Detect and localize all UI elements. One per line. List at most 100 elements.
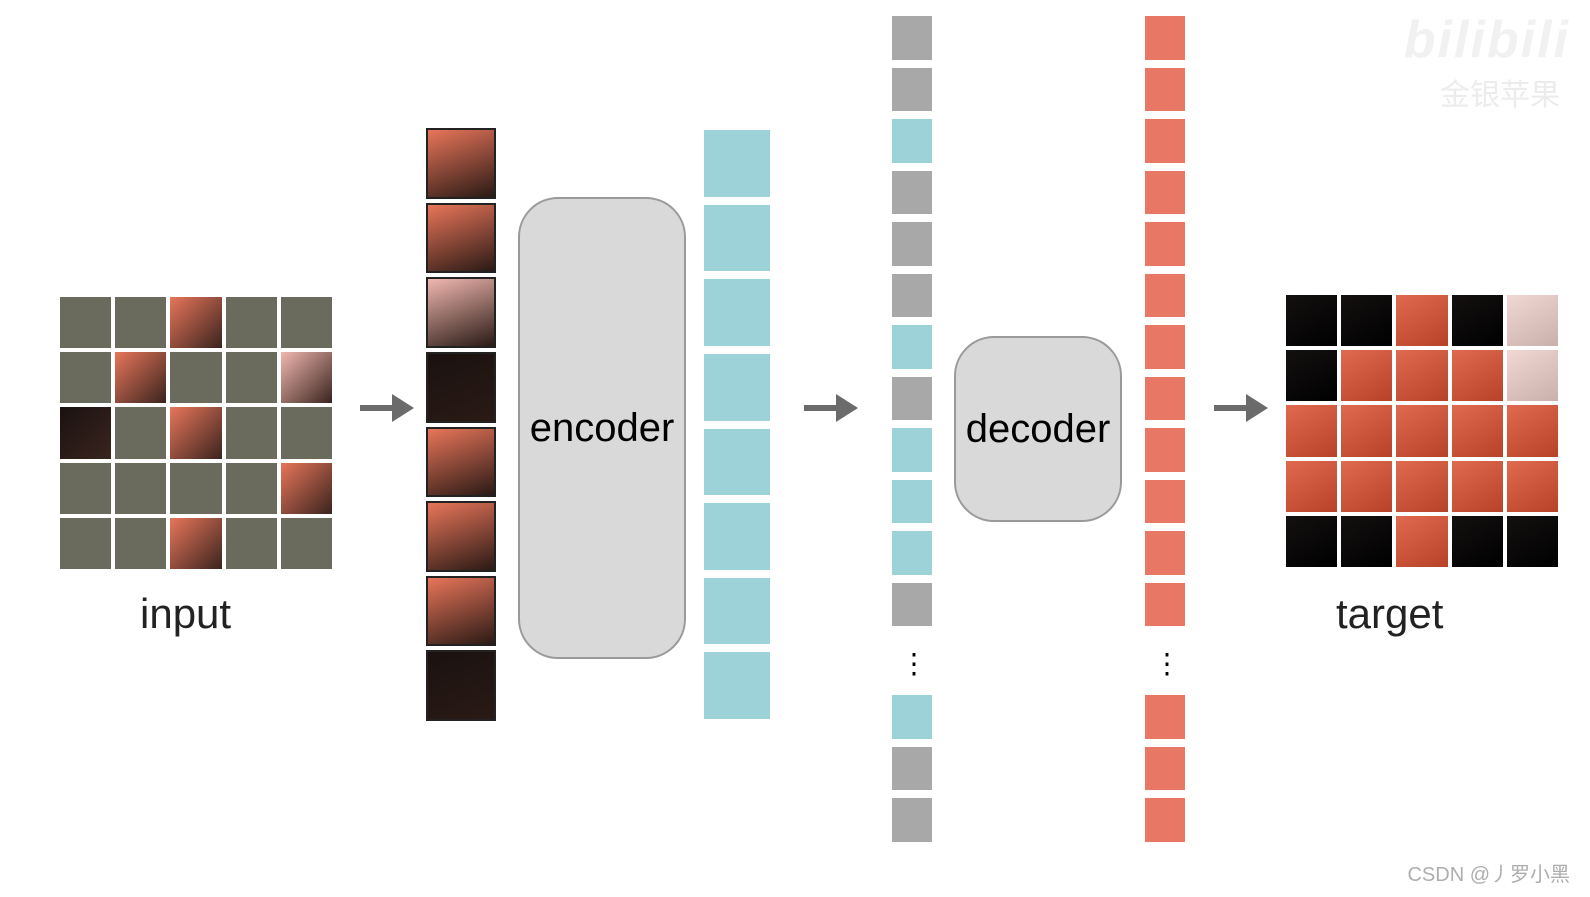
decoder-input-token	[890, 169, 934, 217]
input-patch-grid	[60, 297, 332, 569]
input-tile	[60, 518, 111, 569]
decoder-output-token	[1143, 529, 1187, 577]
encoder-token	[702, 277, 772, 348]
input-tile	[226, 407, 277, 458]
decoder-input-token	[890, 323, 934, 371]
decoder-input-token	[890, 426, 934, 474]
input-tile	[226, 352, 277, 403]
decoder-output-token	[1143, 169, 1187, 217]
target-tile	[1286, 461, 1337, 512]
arrow-icon	[800, 388, 860, 428]
patch-token	[426, 427, 496, 498]
target-tile	[1452, 405, 1503, 456]
decoder-output-token	[1143, 745, 1187, 793]
input-tile	[60, 297, 111, 348]
input-tile	[115, 297, 166, 348]
decoder-output-token	[1143, 426, 1187, 474]
target-tile	[1341, 516, 1392, 567]
decoder-output-column-tail	[1143, 693, 1187, 844]
decoder-block: decoder	[954, 336, 1122, 522]
decoder-output-token	[1143, 117, 1187, 165]
patch-token	[426, 501, 496, 572]
input-tile	[170, 463, 221, 514]
encoder-token-column	[702, 128, 772, 721]
encoder-token	[702, 128, 772, 199]
target-tile	[1507, 295, 1558, 346]
decoder-input-token	[890, 581, 934, 629]
watermark-bilibili: bilibili	[1404, 10, 1570, 70]
input-tile	[60, 352, 111, 403]
decoder-output-token	[1143, 220, 1187, 268]
target-tile	[1452, 295, 1503, 346]
input-tile	[115, 463, 166, 514]
target-tile	[1341, 295, 1392, 346]
encoder-token	[702, 576, 772, 647]
input-tile	[281, 463, 332, 514]
target-tile	[1396, 295, 1447, 346]
target-tile	[1341, 405, 1392, 456]
decoder-output-token	[1143, 272, 1187, 320]
input-tile	[226, 463, 277, 514]
decoder-input-token	[890, 796, 934, 844]
patch-token	[426, 576, 496, 647]
input-label: input	[140, 590, 231, 638]
patch-token	[426, 203, 496, 274]
input-tile	[115, 407, 166, 458]
patch-token	[426, 650, 496, 721]
arrow-icon	[1210, 388, 1270, 428]
target-tile	[1396, 461, 1447, 512]
credit-text: CSDN @丿罗小黑	[1407, 858, 1570, 887]
target-tile	[1452, 516, 1503, 567]
watermark-cn: 金银苹果	[1440, 70, 1560, 114]
input-tile	[226, 297, 277, 348]
target-tile	[1396, 516, 1447, 567]
input-tile	[115, 352, 166, 403]
target-tile	[1507, 405, 1558, 456]
input-tile	[281, 407, 332, 458]
decoder-output-token	[1143, 323, 1187, 371]
decoder-input-token	[890, 117, 934, 165]
input-tile	[281, 352, 332, 403]
target-tile	[1452, 350, 1503, 401]
input-tile	[281, 297, 332, 348]
target-tile	[1286, 295, 1337, 346]
decoder-input-token	[890, 14, 934, 62]
encoder-token	[702, 352, 772, 423]
input-tile	[60, 407, 111, 458]
input-tile	[170, 297, 221, 348]
input-tile	[170, 518, 221, 569]
target-tile	[1507, 516, 1558, 567]
ellipsis-icon: ⋮	[900, 650, 928, 678]
patch-token	[426, 352, 496, 423]
input-tile	[115, 518, 166, 569]
decoder-input-column	[890, 14, 934, 628]
decoder-output-token	[1143, 478, 1187, 526]
input-tile	[226, 518, 277, 569]
target-tile	[1286, 516, 1337, 567]
decoder-output-token	[1143, 66, 1187, 114]
decoder-output-token	[1143, 14, 1187, 62]
decoder-input-token	[890, 745, 934, 793]
patch-token	[426, 277, 496, 348]
decoder-output-token	[1143, 796, 1187, 844]
visible-patch-column	[426, 128, 496, 721]
decoder-input-token	[890, 478, 934, 526]
encoder-label: encoder	[530, 406, 675, 451]
decoder-input-token	[890, 272, 934, 320]
encoder-block: encoder	[518, 197, 686, 659]
encoder-token	[702, 501, 772, 572]
decoder-input-token	[890, 375, 934, 423]
target-tile	[1507, 350, 1558, 401]
decoder-label: decoder	[966, 407, 1111, 452]
target-tile	[1341, 461, 1392, 512]
target-tile	[1507, 461, 1558, 512]
target-label: target	[1336, 590, 1443, 638]
decoder-input-token	[890, 693, 934, 741]
ellipsis-icon: ⋮	[1153, 650, 1181, 678]
patch-token	[426, 128, 496, 199]
decoder-output-column	[1143, 14, 1187, 628]
input-tile	[60, 463, 111, 514]
decoder-output-token	[1143, 581, 1187, 629]
encoder-token	[702, 650, 772, 721]
target-tile	[1286, 350, 1337, 401]
